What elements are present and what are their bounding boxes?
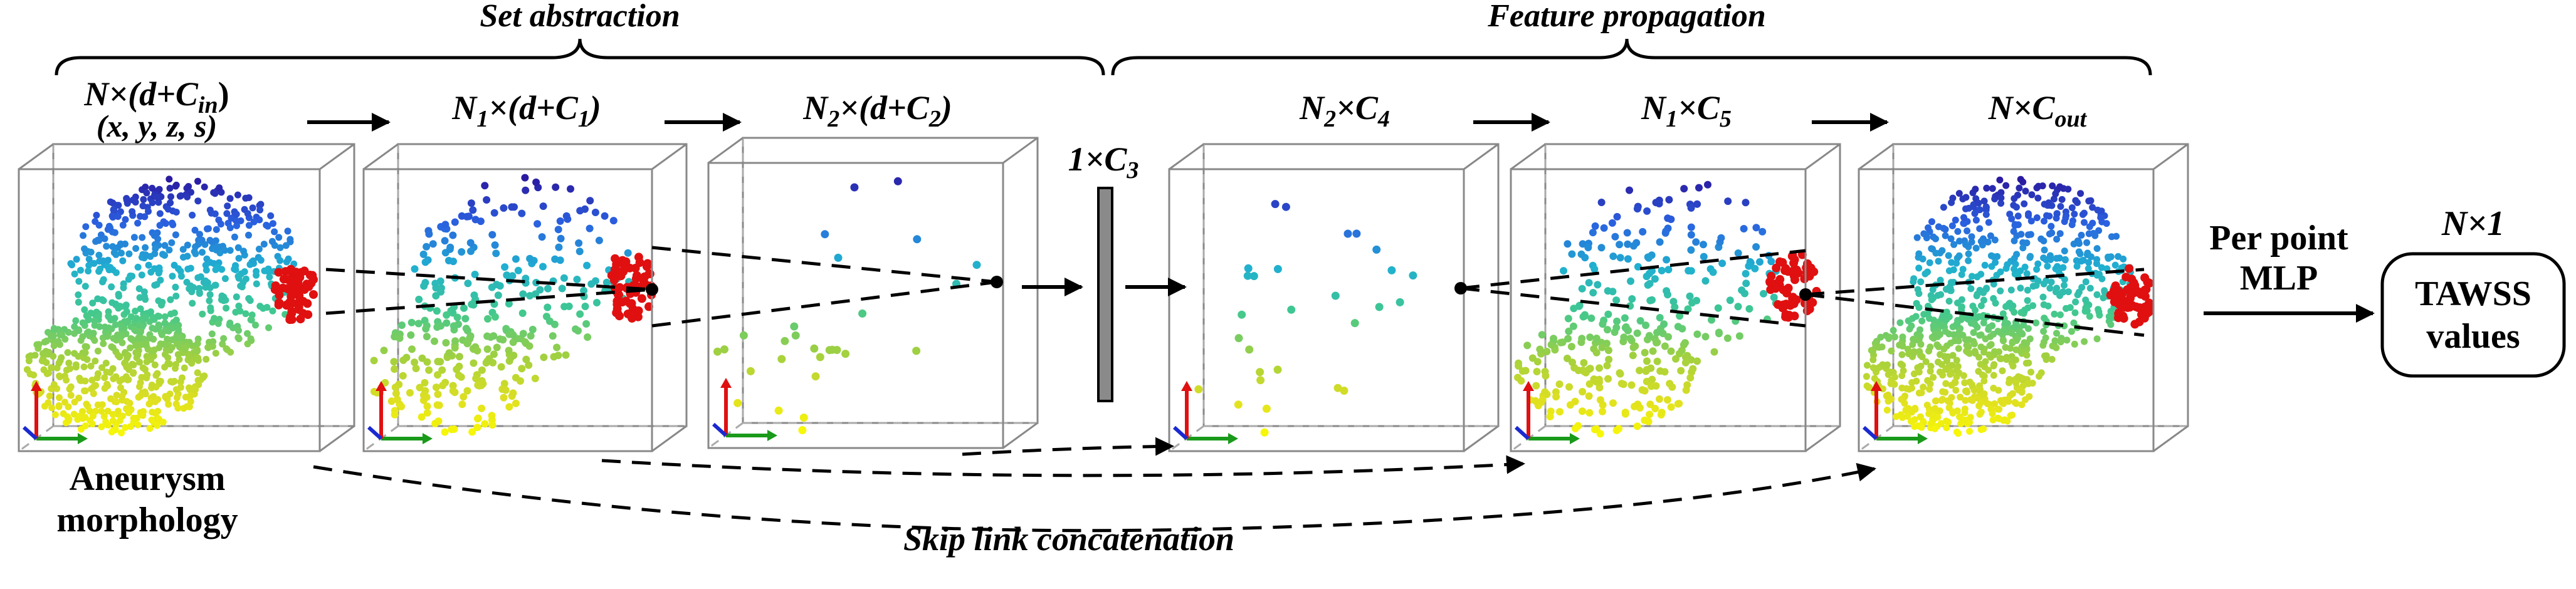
mlp-label-line1: Per point — [2209, 219, 2348, 258]
axis-triad-icon — [1172, 381, 1238, 444]
mlp-label-line2: MLP — [2240, 259, 2318, 298]
axis-triad-icon — [1514, 381, 1580, 444]
stage-label-sa2: N2×(d+C2) — [802, 89, 952, 132]
svg-text:N2×C4: N2×C4 — [1299, 89, 1390, 132]
set-abstraction-brace — [55, 38, 1105, 76]
stage-label-fp2: N1×C5 — [1641, 89, 1732, 132]
highlighted-neighborhood — [2106, 264, 2155, 329]
panel-fp2 — [1510, 143, 1841, 452]
point-cloud — [713, 177, 981, 434]
svg-text:N×(d+Cin): N×(d+Cin) — [83, 75, 229, 118]
input-caption-line2: morphology — [56, 501, 238, 539]
svg-text:N1×C5: N1×C5 — [1641, 89, 1732, 132]
axis-triad-icon — [367, 381, 433, 444]
stage-label-output: N×Cout — [1988, 89, 2088, 132]
panel-fp1 — [1168, 143, 1500, 452]
skip-links — [313, 437, 1876, 533]
input-caption-line1: Aneurysm — [70, 459, 226, 498]
grouping-lines — [325, 246, 2145, 337]
stage-label-input: N×(d+Cin) (x, y, z, s) — [83, 75, 229, 143]
stage-label-sa1: N1×(d+C1) — [451, 89, 601, 132]
svg-text:(x, y, z, s): (x, y, z, s) — [97, 108, 218, 143]
point-cloud — [23, 175, 302, 437]
axis-triad-icon — [22, 381, 88, 444]
svg-text:N×Cout: N×Cout — [1988, 89, 2088, 132]
feature-propagation-brace — [1111, 38, 2152, 76]
stage-label-fp1: N2×C4 — [1299, 89, 1390, 132]
panel-sa2 — [707, 137, 1039, 449]
bottleneck-feature-bar — [1097, 187, 1113, 402]
output-line1: TAWSS — [2415, 274, 2531, 313]
point-cloud — [370, 174, 633, 436]
axis-triad-icon — [712, 378, 777, 441]
set-abstraction-header: Set abstraction — [480, 0, 680, 34]
point-cloud — [1194, 200, 1417, 437]
output-dim-label: N×1 — [2441, 204, 2505, 243]
panel-input — [18, 143, 355, 452]
axis-triad-icon — [1862, 381, 1928, 444]
feature-propagation-header: Feature propagation — [1487, 0, 1766, 34]
svg-text:N1×(d+C1): N1×(d+C1) — [451, 89, 601, 132]
highlighted-neighborhood — [270, 264, 318, 325]
output-line2: values — [2426, 317, 2520, 356]
point-cloud-panels — [18, 137, 2189, 452]
panel-output — [1858, 143, 2189, 452]
panel-sa1 — [362, 143, 688, 452]
bottleneck-label: 1×C3 — [1068, 140, 1139, 184]
output-box — [2380, 252, 2566, 378]
svg-text:N2×(d+C2): N2×(d+C2) — [802, 89, 952, 132]
point-cloud — [1863, 175, 2134, 437]
point-cloud — [1514, 180, 1784, 438]
skip-link-label: Skip link concatenation — [903, 520, 1234, 558]
